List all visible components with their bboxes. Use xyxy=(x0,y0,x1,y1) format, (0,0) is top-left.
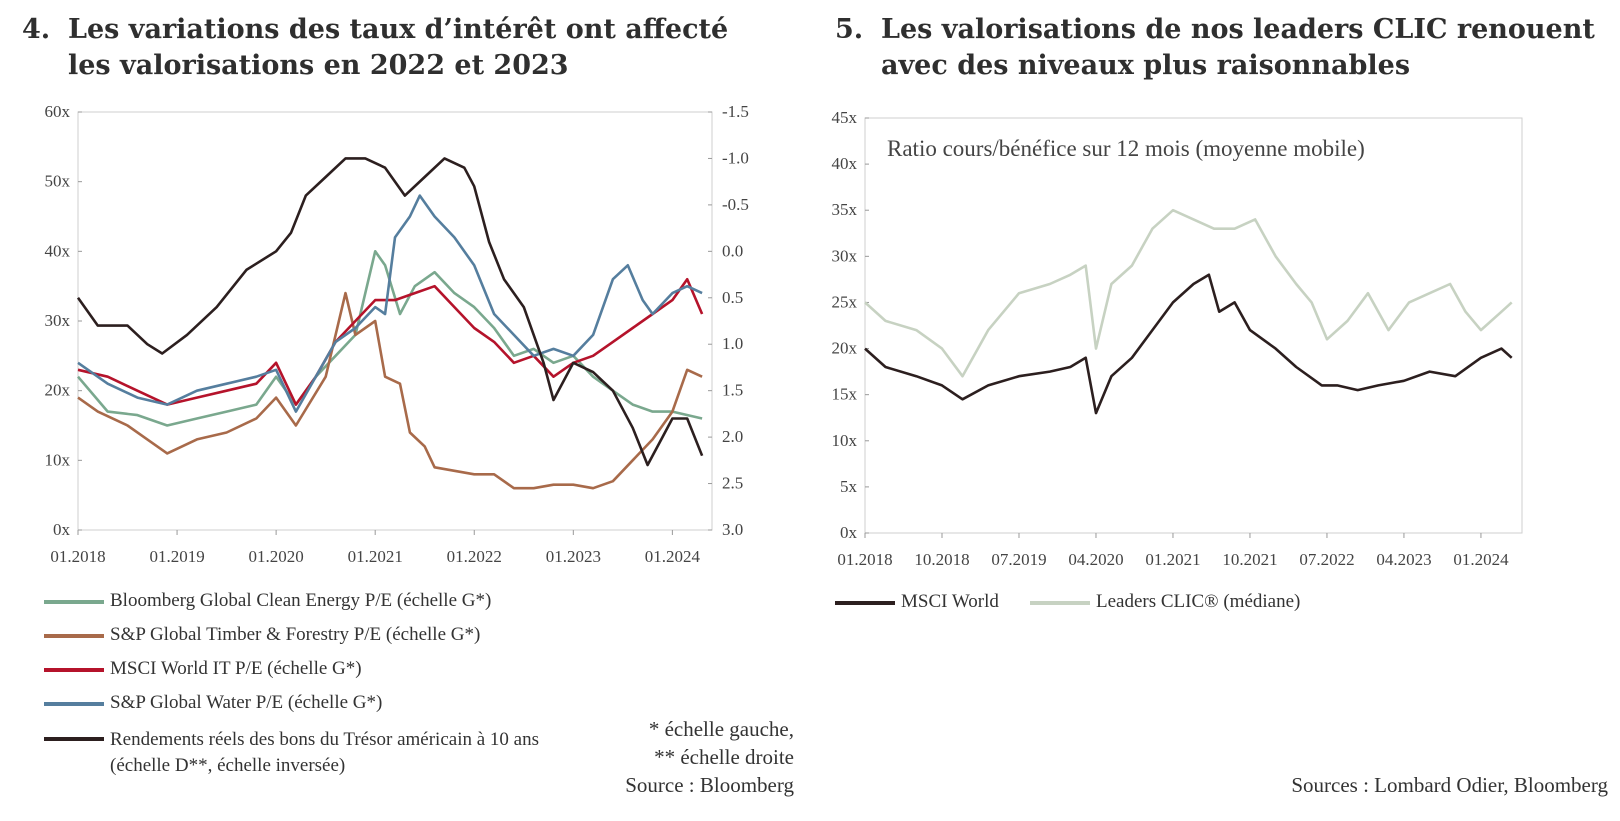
legend-label: Bloomberg Global Clean Energy P/E (échel… xyxy=(110,590,492,611)
left-panel-title: 4. Les variations des taux d’intérêt ont … xyxy=(22,12,728,84)
y-right-tick-label: -1.0 xyxy=(722,148,749,167)
x-tick-label: 01.2024 xyxy=(1453,550,1509,569)
legend-label: S&P Global Timber & Forestry P/E (échell… xyxy=(110,624,481,645)
x-tick-label: 07.2022 xyxy=(1299,550,1354,569)
x-tick-label: 04.2020 xyxy=(1068,550,1123,569)
y-tick-label: 60x xyxy=(45,102,71,121)
legend-swatch xyxy=(44,600,104,604)
legend-swatch xyxy=(1030,601,1090,605)
y-right-tick-label: 2.5 xyxy=(722,474,743,493)
legend-label: S&P Global Water P/E (échelle G*) xyxy=(110,692,383,713)
y-tick-label: 20x xyxy=(832,339,858,358)
left-panel-number: 4. xyxy=(22,14,51,45)
series-line-3 xyxy=(77,194,703,413)
right-notes: Sources : Lombard Odier, Bloomberg xyxy=(1291,771,1608,799)
x-tick-label: 01.2024 xyxy=(645,547,701,566)
legend-swatch xyxy=(44,737,104,741)
legend-swatch xyxy=(835,601,895,605)
scale-note-right: ** échelle droite xyxy=(654,745,794,769)
left-title-line2: les valorisations en 2022 et 2023 xyxy=(68,50,569,81)
x-tick-label: 01.2022 xyxy=(447,547,502,566)
series-line-0 xyxy=(864,273,1513,415)
y-tick-label: 5x xyxy=(840,477,858,496)
x-tick-label: 01.2018 xyxy=(837,550,892,569)
y-right-tick-label: -0.5 xyxy=(722,195,749,214)
series-line-1 xyxy=(864,208,1513,378)
left-title-line1: Les variations des taux d’intérêt ont af… xyxy=(68,14,729,45)
y-tick-label: 35x xyxy=(832,200,858,219)
y-right-tick-label: 2.0 xyxy=(722,427,743,446)
legend-swatch xyxy=(44,668,104,672)
y-tick-label: 25x xyxy=(832,292,858,311)
y-tick-label: 40x xyxy=(832,154,858,173)
legend-item-0: MSCI World xyxy=(835,591,999,613)
y-tick-label: 15x xyxy=(832,385,858,404)
legend-item-1: S&P Global Timber & Forestry P/E (échell… xyxy=(44,624,480,646)
legend-label: MSCI World xyxy=(901,591,999,612)
y-right-tick-label: 1.5 xyxy=(722,381,743,400)
x-tick-label: 04.2023 xyxy=(1376,550,1431,569)
x-tick-label: 10.2021 xyxy=(1222,550,1277,569)
legend-item-2: MSCI World IT P/E (échelle G*) xyxy=(44,658,362,680)
y-right-tick-label: 0.5 xyxy=(722,288,743,307)
plot-frame xyxy=(77,111,713,531)
series-line-0 xyxy=(77,250,703,427)
legend-label: Leaders CLIC® (médiane) xyxy=(1096,591,1301,612)
x-tick-label: 07.2019 xyxy=(991,550,1046,569)
series-line-2 xyxy=(77,277,704,406)
x-tick-label: 01.2018 xyxy=(50,547,105,566)
y-tick-label: 0x xyxy=(53,520,71,539)
chart-annotation: Ratio cours/bénéfice sur 12 mois (moyenn… xyxy=(887,136,1365,161)
x-tick-label: 01.2023 xyxy=(546,547,601,566)
x-tick-label: 01.2021 xyxy=(1145,550,1200,569)
x-tick-label: 01.2020 xyxy=(249,547,304,566)
y-tick-label: 0x xyxy=(840,523,858,542)
scale-note-left: * échelle gauche, xyxy=(648,717,794,741)
legend-item-1: Leaders CLIC® (médiane) xyxy=(1030,591,1300,613)
y-right-tick-label: 1.0 xyxy=(722,334,743,353)
x-tick-label: 01.2019 xyxy=(149,547,204,566)
y-right-tick-label: 3.0 xyxy=(722,520,743,539)
right-title-line2: avec des niveaux plus raisonnables xyxy=(881,50,1411,81)
x-tick-label: 10.2018 xyxy=(914,550,969,569)
series-line-1 xyxy=(77,291,703,490)
legend-item-4: Rendements réels des bons du Trésor amér… xyxy=(44,727,550,779)
x-tick-label: 01.2021 xyxy=(348,547,403,566)
y-right-tick-label: -1.5 xyxy=(722,102,749,121)
legend-swatch xyxy=(44,634,104,638)
plot-frame xyxy=(864,117,1523,534)
y-tick-label: 50x xyxy=(45,172,71,191)
y-tick-label: 30x xyxy=(45,311,71,330)
y-tick-label: 45x xyxy=(832,108,858,127)
legend-item-0: Bloomberg Global Clean Energy P/E (échel… xyxy=(44,590,491,612)
left-notes: * échelle gauche, ** échelle droite Sour… xyxy=(625,715,794,799)
legend-label: MSCI World IT P/E (échelle G*) xyxy=(110,658,362,679)
right-chart: 0x 5x 10x 15x 20x 25x 30x 35x 40x 45x 01.2018 10.20… xyxy=(832,108,1523,569)
y-tick-label: 40x xyxy=(45,241,71,260)
legend-label: Rendements réels des bons du Trésor amér… xyxy=(110,729,539,776)
right-panel-number: 5. xyxy=(835,14,864,45)
left-chart: 0x 10x 20x 30x 40x 50x 60x -1.5 -1.0 -0.5 0.0 0.5 1.… xyxy=(45,102,749,566)
right-source: Sources : Lombard Odier, Bloomberg xyxy=(1291,773,1608,797)
y-tick-label: 10x xyxy=(832,431,858,450)
legend-swatch xyxy=(44,702,104,706)
y-right-tick-label: 0.0 xyxy=(722,241,743,260)
y-tick-label: 20x xyxy=(45,381,71,400)
y-tick-label: 30x xyxy=(832,246,858,265)
legend-item-3: S&P Global Water P/E (échelle G*) xyxy=(44,692,382,714)
right-panel-title: 5. Les valorisations de nos leaders CLIC … xyxy=(835,12,1595,84)
left-source: Source : Bloomberg xyxy=(625,773,794,797)
series-line-4 xyxy=(76,157,704,467)
y-tick-label: 10x xyxy=(45,450,71,469)
right-title-line1: Les valorisations de nos leaders CLIC re… xyxy=(881,14,1595,45)
